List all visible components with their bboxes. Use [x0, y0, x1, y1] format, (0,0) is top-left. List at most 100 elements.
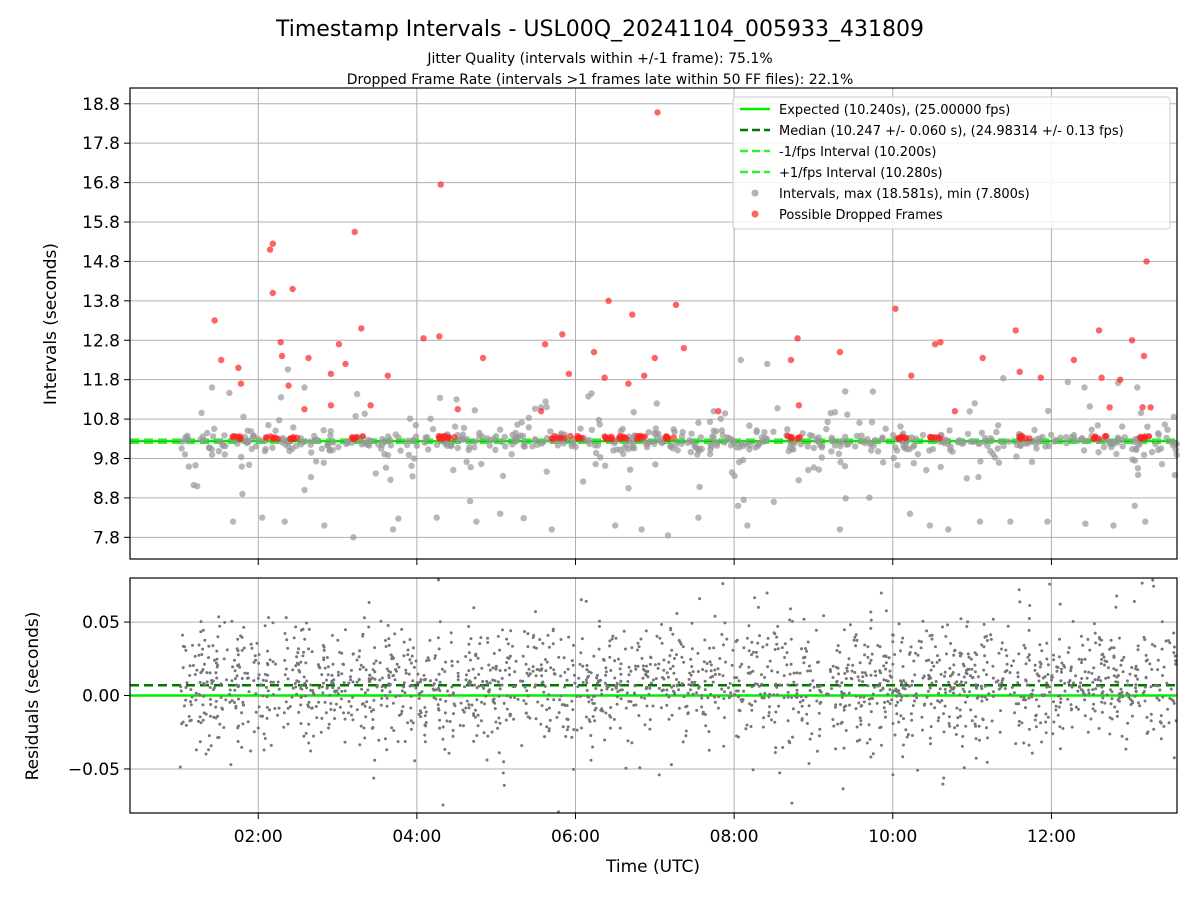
interval-point [453, 396, 460, 403]
residual-point [408, 684, 412, 688]
residual-point [1153, 644, 1157, 648]
residual-point [401, 705, 405, 709]
residual-point [801, 698, 805, 702]
residual-point [475, 698, 479, 702]
residual-point [608, 639, 612, 643]
residual-point [753, 682, 757, 686]
residual-point [1136, 677, 1139, 681]
residual-point [610, 637, 614, 641]
residual-point [581, 664, 585, 668]
residual-point [1037, 679, 1041, 683]
interval-point [994, 422, 1002, 429]
legend-intervals-label: Intervals, max (18.581s), min (7.800s) [779, 187, 1030, 202]
interval-point [478, 460, 485, 468]
interval-point [652, 430, 660, 437]
dropped-frame-point [327, 402, 335, 409]
residual-point [713, 695, 716, 699]
residual-point [879, 591, 883, 595]
residual-point [361, 632, 365, 636]
residual-point [765, 591, 769, 595]
residual-point [982, 668, 986, 672]
residual-point [540, 674, 544, 678]
residual-point [288, 705, 292, 708]
residual-point [1014, 702, 1018, 706]
residual-point [681, 740, 685, 744]
residual-point [807, 762, 811, 765]
residual-point [297, 680, 301, 684]
residual-point [1114, 605, 1118, 609]
residual-point [609, 715, 613, 719]
interval-point [830, 437, 837, 445]
residual-point [199, 721, 203, 725]
dropped-frame-point [1101, 433, 1109, 440]
intervals-y-tick-label: 13.8 [82, 292, 120, 312]
residual-point [528, 672, 532, 676]
residual-point [1069, 667, 1073, 670]
interval-point [499, 472, 507, 480]
interval-point [667, 443, 674, 450]
residual-point [888, 702, 892, 706]
residual-point [228, 692, 231, 696]
residual-point [762, 716, 766, 720]
residual-point [602, 657, 605, 661]
residual-point [879, 743, 883, 747]
residual-point [774, 746, 778, 750]
interval-point [240, 413, 247, 420]
residual-point [358, 649, 362, 653]
residual-point [266, 673, 270, 677]
residual-point [254, 710, 258, 714]
residual-point [562, 656, 566, 660]
interval-point [308, 449, 315, 456]
residual-point [763, 676, 767, 679]
residual-point [1034, 725, 1038, 729]
interval-point [1052, 436, 1059, 444]
residual-point [976, 675, 980, 679]
residual-point [1168, 696, 1172, 700]
interval-point [588, 390, 595, 397]
residual-point [424, 724, 428, 728]
residual-point [409, 719, 413, 723]
residual-point [772, 631, 776, 635]
residual-point [983, 654, 987, 658]
residual-point [507, 656, 511, 660]
interval-point [1152, 441, 1159, 448]
residual-point [1136, 648, 1140, 652]
residual-point [648, 686, 652, 690]
interval-point [975, 473, 982, 481]
residual-point [980, 687, 984, 691]
residual-point [1109, 702, 1113, 706]
residual-point [327, 722, 331, 726]
interval-point [467, 464, 474, 471]
residual-point [444, 660, 448, 664]
residual-point [986, 736, 989, 740]
residual-point [981, 718, 985, 722]
residual-point [991, 695, 995, 698]
residual-point [307, 705, 311, 709]
residual-point [825, 692, 829, 696]
residual-point [450, 659, 454, 663]
residual-point [792, 671, 796, 675]
residual-point [615, 684, 619, 688]
residual-point [641, 664, 645, 668]
residual-point [488, 668, 492, 672]
interval-point [966, 408, 973, 415]
interval-point [1036, 435, 1043, 442]
residual-point [502, 701, 506, 705]
interval-point [421, 439, 428, 446]
residual-point [1157, 698, 1161, 702]
residual-point [1024, 706, 1027, 710]
residual-point [385, 696, 389, 700]
interval-point [327, 432, 334, 439]
residual-point [267, 616, 271, 620]
residual-point [254, 658, 258, 662]
dropped-frame-point [1139, 434, 1147, 442]
residual-point [950, 672, 954, 676]
residual-point [362, 726, 366, 730]
dropped-frame-point [269, 289, 276, 297]
interval-point [841, 463, 849, 470]
residual-point [747, 624, 751, 628]
interval-point [994, 445, 1001, 452]
interval-point [484, 435, 491, 442]
residual-point [916, 768, 920, 772]
residual-point [1149, 712, 1153, 716]
